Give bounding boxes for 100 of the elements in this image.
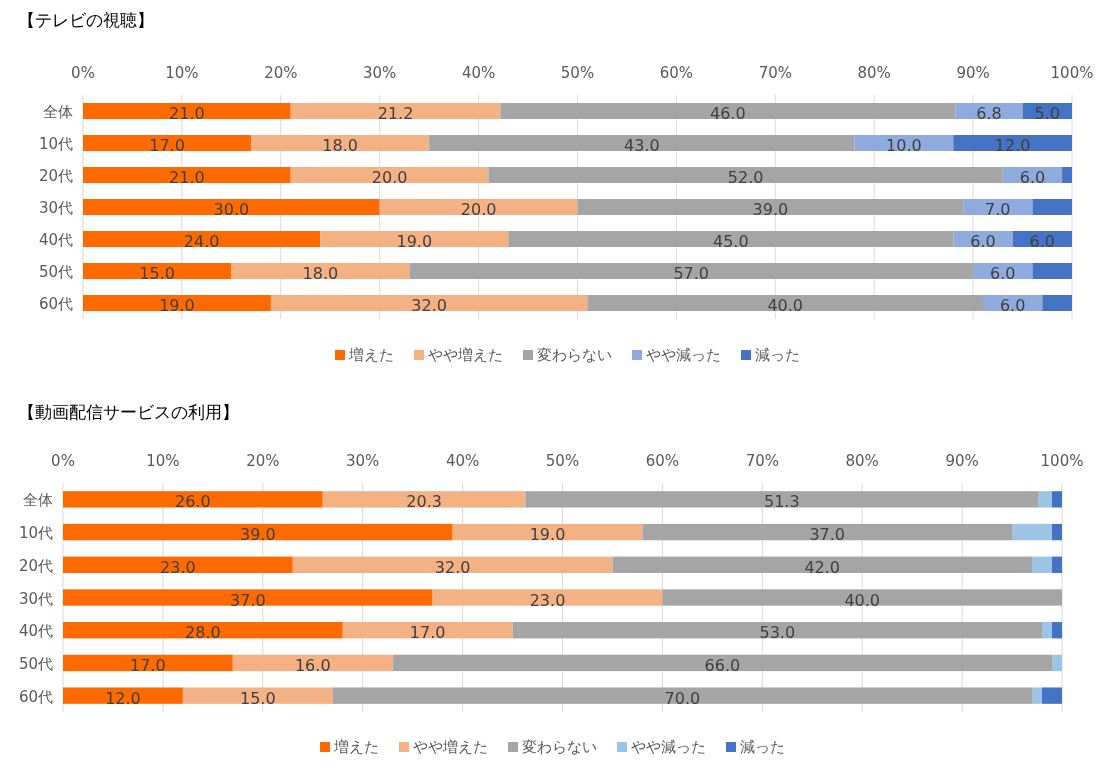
- x-tick-label: 10%: [165, 64, 199, 82]
- x-tick-label: 0%: [51, 452, 75, 470]
- bar: [332, 687, 1033, 704]
- data-label: 6.0: [1019, 168, 1046, 187]
- bar: [1032, 556, 1053, 573]
- data-label: 52.0: [727, 168, 764, 187]
- bar: [251, 135, 430, 151]
- bar: [83, 103, 291, 119]
- data-label: 19.0: [396, 232, 433, 251]
- data-label: 17.0: [130, 655, 166, 675]
- y-tick-label: 10代: [18, 524, 53, 543]
- chart-title: 【テレビの視聴】: [18, 10, 154, 30]
- bar: [432, 589, 663, 606]
- bar: [270, 295, 588, 311]
- bar: [63, 654, 233, 672]
- x-tick-label: 50%: [545, 452, 580, 470]
- data-label: 19.0: [159, 296, 195, 315]
- legend-label: やや増えた: [428, 347, 503, 363]
- bar: [83, 295, 271, 311]
- x-tick-label: 10%: [146, 452, 180, 470]
- data-label: 45.0: [712, 232, 749, 251]
- bar: [488, 167, 1003, 183]
- bar: [612, 556, 1033, 573]
- bar: [525, 491, 1039, 508]
- bar: [1052, 654, 1062, 672]
- data-label: 6.0: [970, 232, 996, 251]
- data-label: 6.8: [976, 104, 1002, 123]
- legend-label: 減った: [755, 347, 800, 363]
- data-label: 6.0: [990, 264, 1016, 283]
- x-tick-label: 90%: [956, 64, 990, 82]
- bar: [1052, 622, 1062, 639]
- y-tick-label: 全体: [23, 491, 53, 510]
- x-tick-label: 100%: [1040, 452, 1084, 470]
- data-label: 18.0: [322, 136, 358, 155]
- data-label: 21.2: [377, 104, 414, 123]
- bar: [322, 491, 526, 508]
- legend-label: やや減った: [646, 347, 721, 363]
- data-label: 28.0: [185, 623, 221, 643]
- data-label: 19.0: [529, 525, 566, 545]
- x-tick-label: 0%: [71, 64, 95, 82]
- data-label: 51.3: [763, 492, 800, 512]
- bar: [1012, 523, 1053, 541]
- data-label: 10.0: [886, 136, 922, 155]
- y-tick-label: 60代: [18, 687, 53, 706]
- bar: [290, 103, 501, 119]
- data-label: 12.0: [105, 688, 141, 708]
- bar: [231, 263, 410, 279]
- data-label: 23.0: [529, 590, 566, 610]
- bar: [63, 622, 343, 639]
- x-tick-label: 60%: [645, 452, 680, 470]
- data-label: 26.0: [175, 492, 211, 512]
- bar: [63, 687, 183, 704]
- x-tick-label: 70%: [745, 452, 779, 470]
- bar: [63, 491, 323, 508]
- bar: [83, 199, 380, 215]
- y-tick-label: 30代: [18, 589, 53, 608]
- data-label: 12.0: [994, 136, 1031, 155]
- bar: [1042, 295, 1072, 311]
- bar: [63, 589, 433, 606]
- y-tick-label: 40代: [38, 231, 73, 249]
- bar: [1052, 556, 1062, 573]
- y-tick-label: 30代: [38, 199, 73, 217]
- bar: [392, 654, 1053, 672]
- data-label: 24.0: [183, 232, 220, 251]
- bar: [662, 589, 1062, 606]
- x-tick-label: 20%: [264, 64, 298, 82]
- bar: [83, 167, 291, 183]
- bar: [83, 231, 321, 247]
- bar: [642, 523, 1013, 541]
- data-label: 53.0: [759, 623, 796, 643]
- legend-label: やや増えた: [413, 739, 488, 755]
- bar: [379, 199, 578, 215]
- bar: [508, 231, 954, 247]
- data-label: 20.0: [460, 200, 497, 219]
- data-label: 21.0: [169, 168, 205, 187]
- bar: [587, 295, 983, 311]
- bar: [182, 687, 333, 704]
- bar: [1052, 523, 1062, 541]
- x-tick-label: 30%: [346, 452, 380, 470]
- bar: [290, 167, 489, 183]
- bar: [429, 135, 855, 151]
- data-label: 20.3: [406, 492, 442, 512]
- bar: [1042, 687, 1062, 704]
- bar: [1038, 491, 1053, 508]
- data-label: 40.0: [844, 590, 881, 610]
- data-label: 46.0: [710, 104, 746, 123]
- data-label: 15.0: [239, 688, 276, 708]
- legend-label: 増えた: [348, 347, 394, 363]
- bar: [342, 622, 513, 639]
- data-label: 39.0: [239, 525, 276, 545]
- x-tick-label: 50%: [560, 64, 595, 82]
- data-label: 20.0: [371, 168, 408, 187]
- x-tick-label: 80%: [857, 64, 891, 82]
- legend-label: 増えた: [333, 739, 379, 755]
- data-label: 7.0: [985, 200, 1011, 219]
- bar: [1062, 167, 1072, 183]
- bar: [1032, 687, 1043, 704]
- legend-label: 減った: [740, 739, 785, 755]
- data-label: 17.0: [409, 623, 446, 643]
- x-tick-label: 70%: [758, 64, 792, 82]
